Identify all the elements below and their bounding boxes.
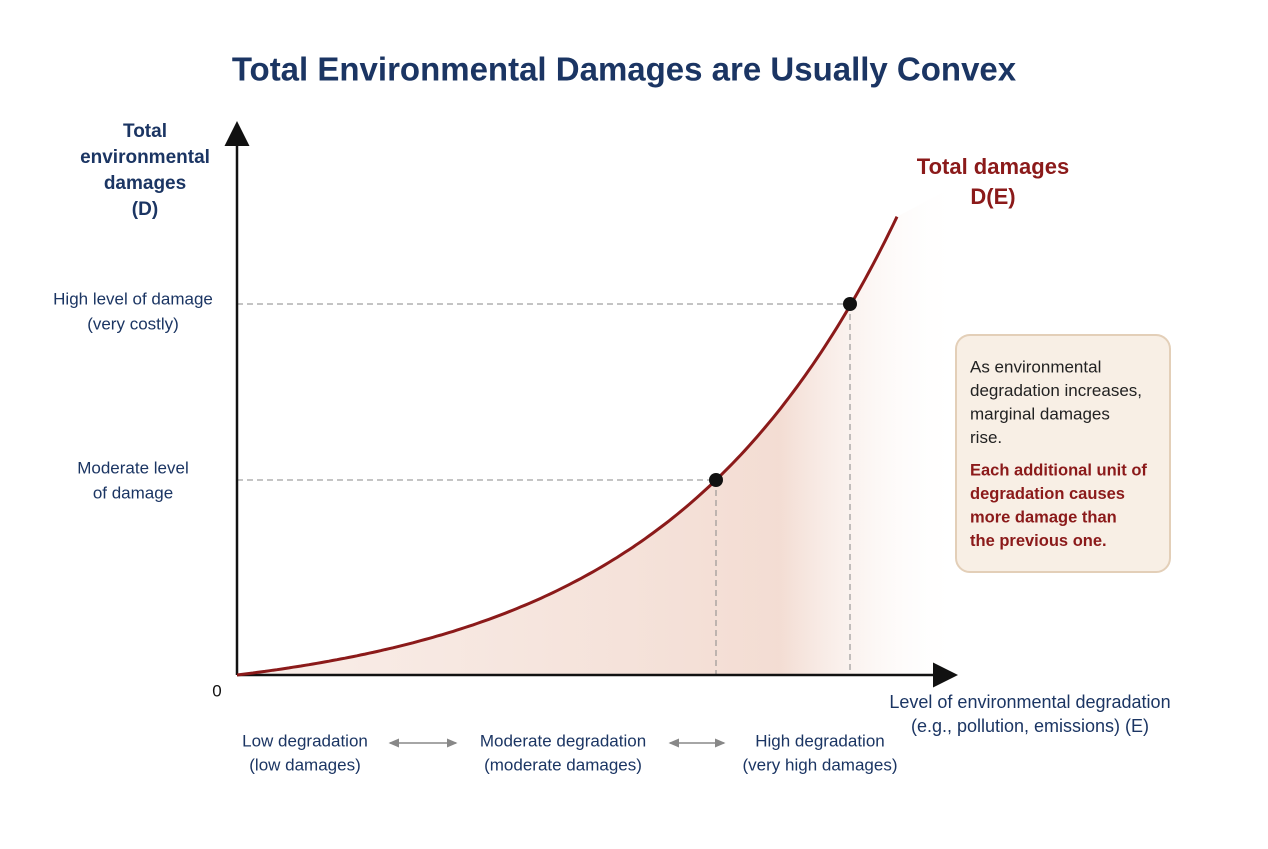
curve-area: [237, 183, 960, 675]
title: Total Environmental Damages are Usually …: [232, 51, 1017, 88]
note-text: degradation increases,: [970, 381, 1142, 400]
note-text: rise.: [970, 428, 1002, 447]
damage-curve: [236, 216, 899, 677]
y-level-label: High level of damage: [53, 289, 213, 308]
origin-label: 0: [212, 681, 221, 700]
point: [709, 473, 723, 487]
x-range-label: (moderate damages): [484, 755, 642, 774]
note-emphasis: Each additional unit of: [970, 461, 1147, 479]
note-emphasis: degradation causes: [970, 485, 1125, 503]
x-range-label: (low damages): [249, 755, 361, 774]
y-axis-label: Total: [123, 121, 167, 142]
chart-area: [224, 121, 1171, 748]
curve-label: D(E): [970, 184, 1015, 209]
note-emphasis: more damage than: [970, 508, 1117, 526]
x-axis-label: (e.g., pollution, emissions) (E): [911, 716, 1149, 736]
y-axis-label: damages: [104, 173, 186, 194]
x-range-label: Low degradation: [242, 731, 368, 750]
y-axis-label: (D): [132, 199, 158, 220]
y-axis-label: environmental: [80, 147, 210, 168]
note-text: marginal damages: [970, 404, 1110, 423]
point: [843, 297, 857, 311]
y-level-label: of damage: [93, 483, 173, 502]
x-range-label: (very high damages): [743, 755, 898, 774]
note-emphasis: the previous one.: [970, 532, 1107, 550]
note-box: [955, 334, 1171, 573]
curve-label: Total damages: [917, 154, 1069, 179]
x-axis-label: Level of environmental degradation: [889, 692, 1170, 712]
note-text: As environmental: [970, 357, 1101, 376]
x-range-label: High degradation: [755, 731, 884, 750]
x-range-label: Moderate degradation: [480, 731, 646, 750]
y-level-label: Moderate level: [77, 458, 189, 477]
y-level-label: (very costly): [87, 314, 179, 333]
